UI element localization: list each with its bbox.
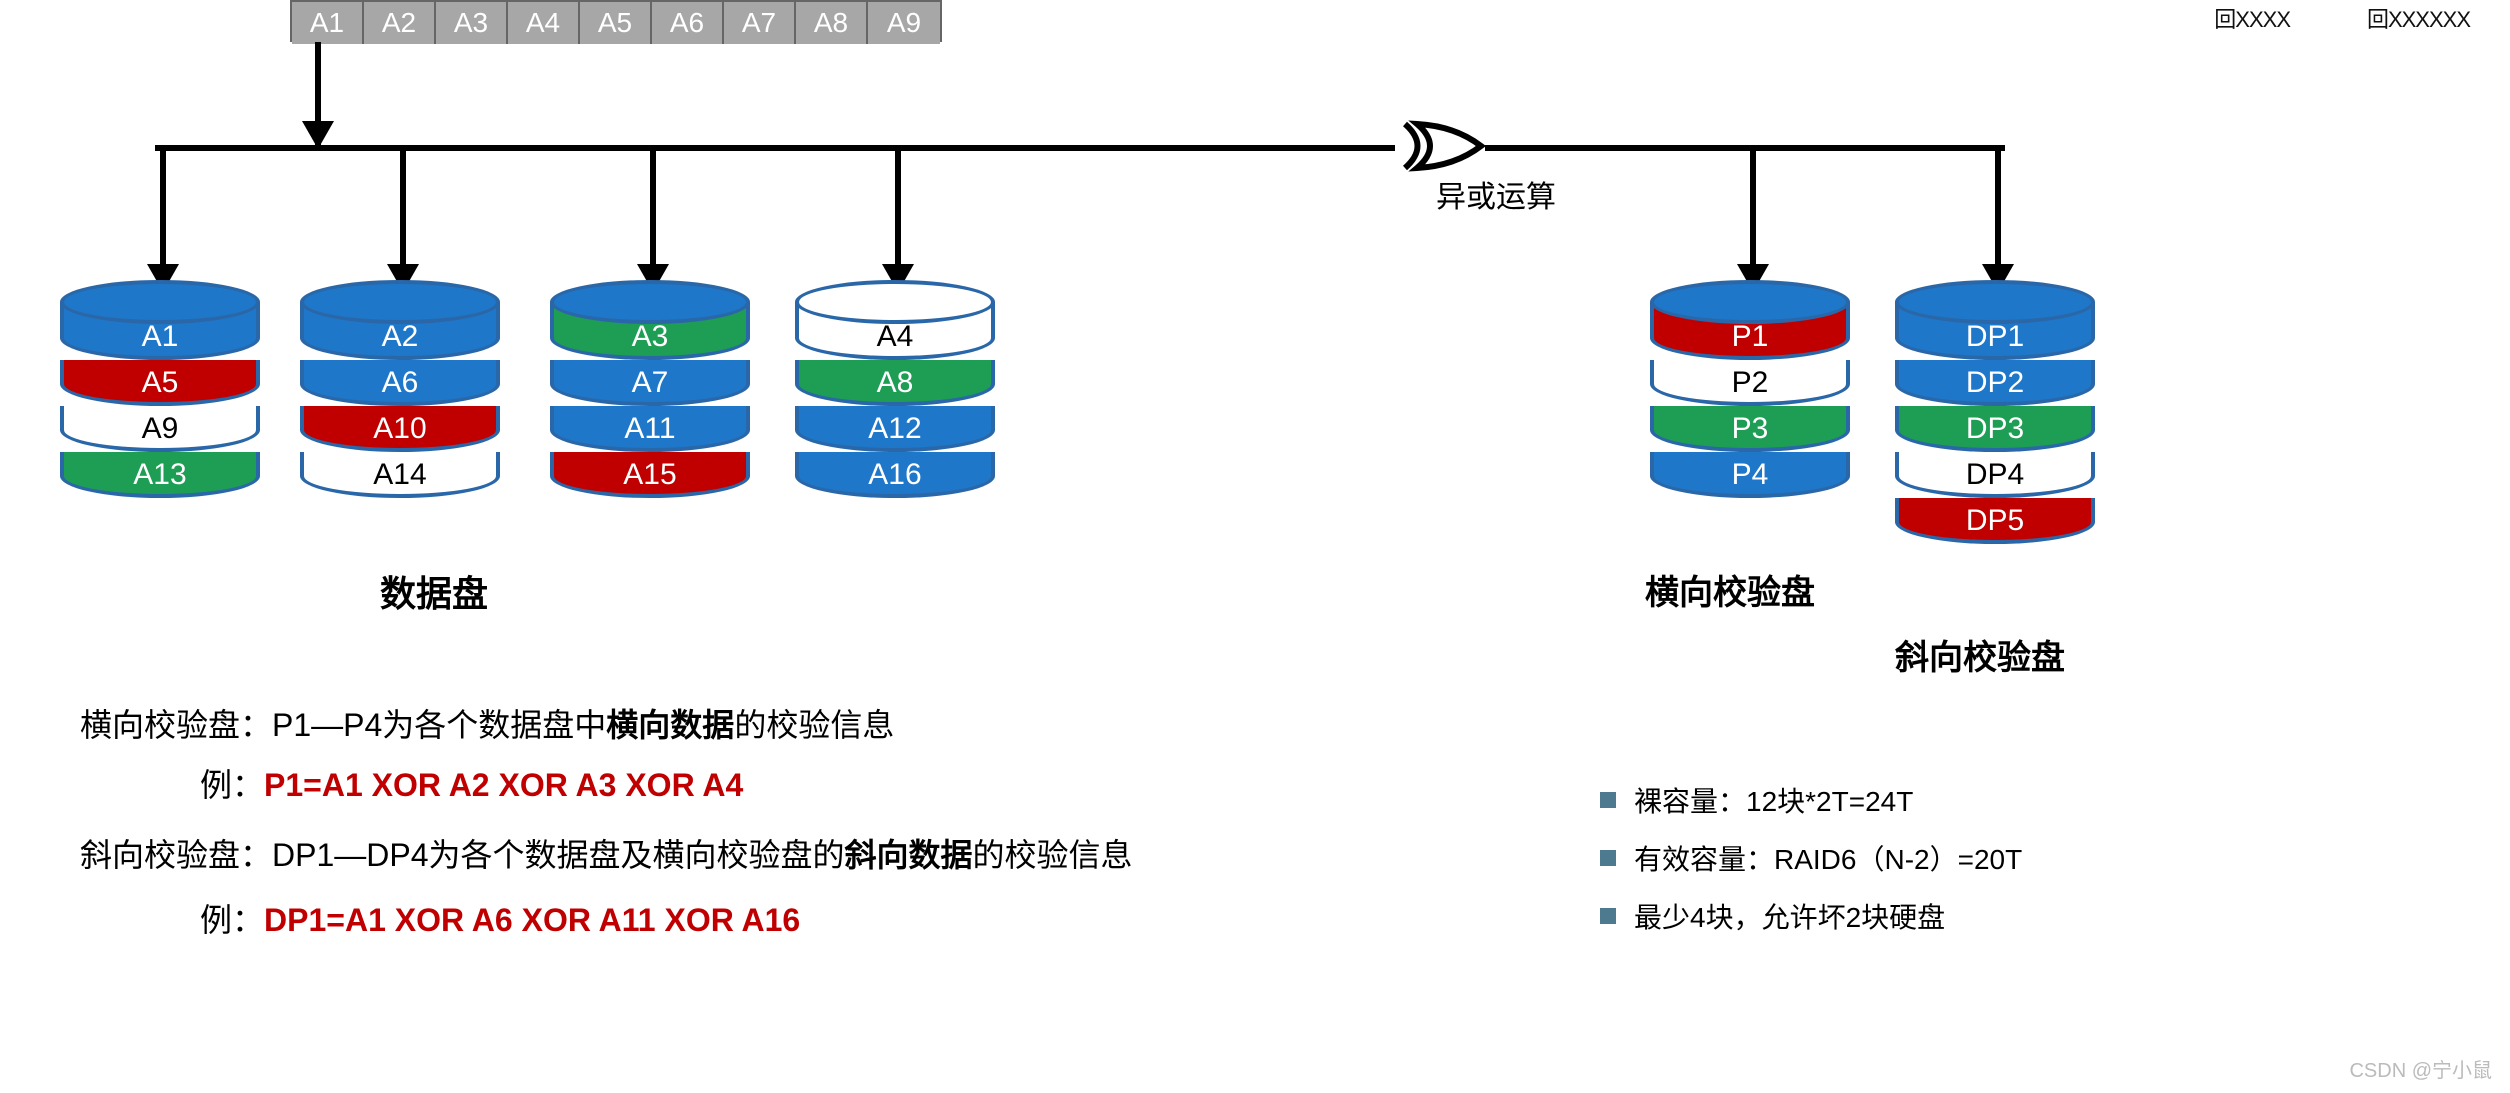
disk-slice: A6 [300, 360, 500, 406]
line-h [155, 145, 1395, 151]
disk-top [300, 280, 500, 324]
line-v [650, 145, 656, 268]
bullet-item: 裸容量：12块*2T=24T [1600, 780, 2022, 820]
disk: A4A8A12A16 [795, 280, 995, 498]
disk-slice: A12 [795, 406, 995, 452]
bullet-text: 有效容量：RAID6（N-2）=20T [1634, 838, 2022, 878]
qr-hint-1: 回XXXX [2214, 2, 2290, 34]
desc-line-4: 例：DP1=A1 XOR A6 XOR A11 XOR A16 [200, 895, 800, 941]
disk-slice: A16 [795, 452, 995, 498]
disk-slice: A15 [550, 452, 750, 498]
disk-slice: A8 [795, 360, 995, 406]
stripe-cell: A3 [436, 2, 508, 44]
disk-slice: A13 [60, 452, 260, 498]
desc-text: DP1=A1 XOR A6 XOR A11 XOR A16 [264, 902, 800, 938]
disk: A3A7A11A15 [550, 280, 750, 498]
bullet-square-icon [1600, 792, 1616, 808]
stripe-cell: A8 [796, 2, 868, 44]
bullet-text: 最少4块，允许坏2块硬盘 [1634, 896, 1945, 936]
disk: DP1DP2DP3DP4DP5 [1895, 280, 2095, 544]
desc-text: 斜向数据 [845, 837, 973, 873]
stripe-cell: A2 [364, 2, 436, 44]
desc-text: 的校验信息 [734, 707, 894, 743]
disk-top [60, 280, 260, 324]
disk-slice: DP2 [1895, 360, 2095, 406]
stripe-cell: A1 [292, 2, 364, 44]
disk-top [1650, 280, 1850, 324]
disk-slice: DP3 [1895, 406, 2095, 452]
disk: A1A5A9A13 [60, 280, 260, 498]
bullet-list: 裸容量：12块*2T=24T 有效容量：RAID6（N-2）=20T 最少4块，允许… [1600, 780, 2022, 954]
desc-text: 例： [200, 767, 264, 803]
desc-line-3: 斜向校验盘：DP1—DP4为各个数据盘及横向校验盘的斜向数据的校验信息 [80, 830, 1133, 876]
label-d-parity: 斜向校验盘 [1895, 630, 2065, 679]
qr-hint-2: 回XXXXXX [2367, 2, 2470, 34]
bullet-item: 最少4块，允许坏2块硬盘 [1600, 896, 2022, 936]
desc-line-1: 横向校验盘：P1—P4为各个数据盘中横向数据的校验信息 [80, 700, 894, 746]
disk-slice: A14 [300, 452, 500, 498]
disk-top [1895, 280, 2095, 324]
line-v [895, 145, 901, 268]
disk-slice: A11 [550, 406, 750, 452]
disk: A2A6A10A14 [300, 280, 500, 498]
stripe-cell: A7 [724, 2, 796, 44]
line-h [1485, 145, 2005, 151]
label-data-disk: 数据盘 [380, 565, 488, 617]
desc-text: 横向数据 [606, 707, 734, 743]
desc-text: 例： [200, 902, 264, 938]
desc-text: 的校验信息 [973, 837, 1133, 873]
stripe-cell: A6 [652, 2, 724, 44]
xor-label: 异或运算 [1436, 172, 1556, 216]
disk-slice: P4 [1650, 452, 1850, 498]
disk-slice: P3 [1650, 406, 1850, 452]
line-v [1995, 145, 2001, 268]
desc-text: 横向校验盘：P1—P4为各个数据盘中 [80, 707, 606, 743]
disk-slice: A7 [550, 360, 750, 406]
xor-gate-icon [1395, 120, 1485, 172]
watermark: CSDN @宁小鼠 [2349, 1054, 2492, 1083]
disk-slice: A5 [60, 360, 260, 406]
disk-slice: DP4 [1895, 452, 2095, 498]
line-v [1750, 145, 1756, 268]
disk-top [795, 280, 995, 324]
desc-line-2: 例：P1=A1 XOR A2 XOR A3 XOR A4 [200, 760, 743, 806]
label-h-parity: 横向校验盘 [1645, 565, 1815, 614]
desc-text: P1=A1 XOR A2 XOR A3 XOR A4 [264, 767, 743, 803]
disk-slice: A9 [60, 406, 260, 452]
arrow-down [302, 121, 334, 149]
desc-text: 斜向校验盘：DP1—DP4为各个数据盘及横向校验盘的 [80, 837, 845, 873]
stripe-cell: A4 [508, 2, 580, 44]
stripe-bar: A1A2A3A4A5A6A7A8A9 [290, 0, 942, 42]
bullet-square-icon [1600, 850, 1616, 866]
disk-top [550, 280, 750, 324]
bullet-item: 有效容量：RAID6（N-2）=20T [1600, 838, 2022, 878]
bullet-square-icon [1600, 908, 1616, 924]
disk-slice: DP5 [1895, 498, 2095, 544]
disk-slice: P2 [1650, 360, 1850, 406]
bullet-text: 裸容量：12块*2T=24T [1634, 780, 1913, 820]
stripe-cell: A5 [580, 2, 652, 44]
disk-slice: A10 [300, 406, 500, 452]
disk: P1P2P3P4 [1650, 280, 1850, 498]
line-v [160, 145, 166, 268]
line-v [400, 145, 406, 268]
stripe-cell: A9 [868, 2, 940, 44]
